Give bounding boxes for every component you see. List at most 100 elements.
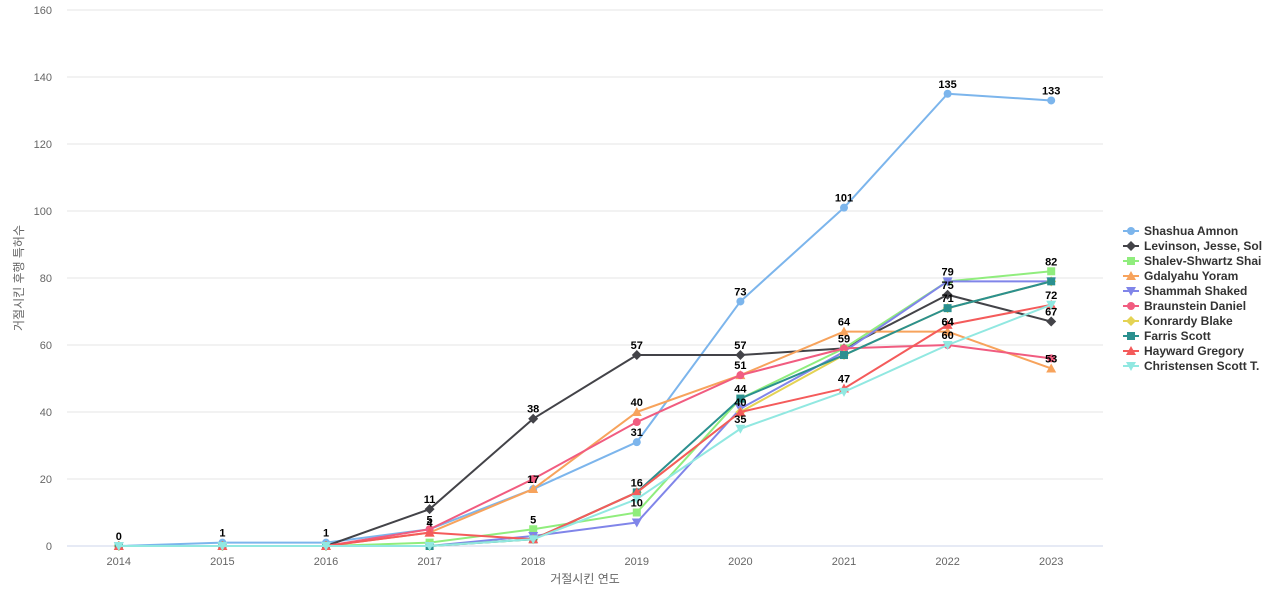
data-label: 64 bbox=[838, 317, 851, 329]
legend-label: Konrardy Blake bbox=[1144, 314, 1233, 328]
y-tick-label: 160 bbox=[34, 5, 52, 17]
data-point bbox=[839, 326, 849, 336]
data-label: 57 bbox=[631, 340, 643, 352]
data-point bbox=[840, 351, 848, 360]
data-label: 1 bbox=[323, 528, 329, 540]
data-point bbox=[424, 504, 435, 515]
legend-label: Shammah Shaked bbox=[1144, 284, 1247, 298]
data-point bbox=[632, 438, 641, 447]
data-point bbox=[840, 344, 848, 353]
series-shammah-shaked bbox=[113, 277, 1057, 551]
data-point bbox=[942, 326, 953, 336]
series-line-shammah-shaked bbox=[118, 280, 1052, 547]
legend-item-levinson-jesse-sol[interactable]: Levinson, Jesse, Sol bbox=[1123, 239, 1262, 253]
data-point bbox=[942, 277, 953, 287]
y-tick-label: 120 bbox=[34, 139, 52, 151]
legend-symbol bbox=[1127, 302, 1135, 310]
y-tick-label: 60 bbox=[40, 340, 52, 352]
data-label: 101 bbox=[835, 193, 853, 205]
data-label: 1 bbox=[219, 528, 225, 540]
series-line-shashua-amnon bbox=[118, 92, 1052, 547]
series-shalev-shwartz-shai bbox=[114, 267, 1056, 550]
data-point bbox=[631, 495, 642, 505]
x-tick-label: 2017 bbox=[417, 556, 441, 568]
legend-label: Levinson, Jesse, Sol bbox=[1144, 239, 1262, 253]
legend-symbol bbox=[1126, 287, 1136, 296]
legend-symbol bbox=[1127, 227, 1135, 235]
series-konrardy-blake bbox=[113, 276, 1057, 551]
data-point bbox=[735, 407, 746, 416]
legend-item-shalev-shwartz-shai[interactable]: Shalev-Shwartz Shai bbox=[1123, 254, 1261, 268]
data-point bbox=[942, 319, 953, 329]
legend-item-konrardy-blake[interactable]: Konrardy Blake bbox=[1123, 314, 1233, 328]
legend-symbol bbox=[1127, 257, 1135, 265]
legend-item-shammah-shaked[interactable]: Shammah Shaked bbox=[1123, 284, 1247, 298]
data-label: 31 bbox=[631, 427, 643, 439]
series-line-christensen-scott-t bbox=[118, 303, 1052, 547]
data-label: 57 bbox=[734, 340, 746, 352]
x-tick-label: 2019 bbox=[625, 556, 649, 568]
legend-symbol bbox=[1127, 332, 1135, 340]
data-point bbox=[1047, 354, 1056, 363]
data-label: 67 bbox=[1045, 307, 1057, 319]
data-point bbox=[631, 350, 642, 361]
data-point bbox=[1047, 277, 1056, 286]
legend-item-christensen-scott-t[interactable]: Christensen Scott T. bbox=[1123, 359, 1259, 373]
data-point bbox=[631, 518, 642, 528]
data-point bbox=[840, 203, 848, 212]
data-point bbox=[113, 542, 124, 551]
data-point bbox=[529, 475, 538, 483]
data-point bbox=[424, 542, 435, 551]
data-point bbox=[632, 418, 641, 427]
series-lines bbox=[113, 89, 1057, 551]
legend-symbol bbox=[1126, 271, 1136, 280]
y-tick-label: 20 bbox=[40, 474, 52, 486]
legend-item-hayward-gregory[interactable]: Hayward Gregory bbox=[1123, 344, 1244, 358]
data-label: 73 bbox=[734, 286, 746, 298]
y-axis-ticks: 0 20 40 60 80 100 120 140 160 bbox=[34, 5, 52, 553]
data-point bbox=[632, 508, 641, 517]
series-shashua-amnon bbox=[114, 89, 1056, 550]
legend-label: Shashua Amnon bbox=[1144, 224, 1238, 238]
data-point bbox=[529, 525, 538, 534]
data-label: 35 bbox=[734, 414, 746, 426]
legend-label: Gdalyahu Yoram bbox=[1144, 269, 1238, 283]
series-line-konrardy-blake bbox=[118, 280, 1052, 547]
data-label: 47 bbox=[838, 374, 850, 386]
data-point bbox=[942, 289, 953, 300]
data-label: 11 bbox=[424, 494, 436, 506]
legend-symbol bbox=[1126, 362, 1136, 371]
data-label: 135 bbox=[938, 79, 956, 91]
data-point bbox=[942, 341, 953, 350]
x-axis-ticks: 2014 2015 2016 2017 2018 2019 2020 2021 2022 2023 bbox=[107, 556, 1064, 568]
y-tick-label: 100 bbox=[34, 206, 52, 218]
series-line-farris-scott bbox=[118, 280, 1052, 547]
data-label: 51 bbox=[734, 360, 746, 372]
data-label: 82 bbox=[1045, 256, 1057, 268]
data-label: 4 bbox=[427, 518, 434, 530]
data-label: 64 bbox=[941, 317, 954, 329]
data-label: 53 bbox=[1045, 353, 1057, 365]
data-label: 71 bbox=[941, 293, 953, 305]
legend-label: Christensen Scott T. bbox=[1144, 359, 1259, 373]
legend-item-farris-scott[interactable]: Farris Scott bbox=[1123, 329, 1211, 343]
legend-label: Hayward Gregory bbox=[1144, 344, 1244, 358]
x-tick-label: 2023 bbox=[1039, 556, 1063, 568]
data-label: 72 bbox=[1045, 290, 1057, 302]
data-point bbox=[1046, 300, 1057, 310]
grid bbox=[67, 9, 1103, 547]
data-point bbox=[736, 394, 745, 403]
legend-item-gdalyahu-yoram[interactable]: Gdalyahu Yoram bbox=[1123, 269, 1238, 283]
y-tick-label: 40 bbox=[40, 407, 52, 419]
data-label: 75 bbox=[941, 280, 953, 292]
legend-item-shashua-amnon[interactable]: Shashua Amnon bbox=[1123, 224, 1238, 238]
data-label: 59 bbox=[838, 333, 850, 345]
data-label: 44 bbox=[734, 384, 747, 396]
data-point bbox=[1047, 96, 1056, 105]
data-point bbox=[839, 387, 849, 397]
series-christensen-scott-t bbox=[113, 300, 1057, 551]
legend-item-braunstein-daniel[interactable]: Braunstein Daniel bbox=[1123, 299, 1246, 313]
data-point bbox=[528, 413, 539, 424]
